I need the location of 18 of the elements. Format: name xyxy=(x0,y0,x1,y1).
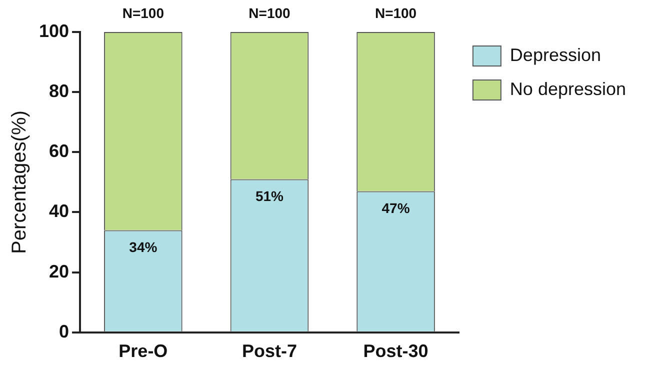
x-tick-label: Pre-O xyxy=(118,341,168,362)
y-tick-label: 60 xyxy=(49,141,70,162)
y-tick-label: 100 xyxy=(38,20,70,41)
data-label: 34% xyxy=(129,239,158,256)
annotation: N=100 xyxy=(122,4,164,21)
y-axis-title: Percentages(%) xyxy=(8,110,31,254)
legend-label: Depression xyxy=(510,44,601,65)
annotation: N=100 xyxy=(374,4,417,21)
data-label: 47% xyxy=(382,200,410,216)
y-tick-label: 20 xyxy=(49,261,70,282)
x-tick-label: Post-7 xyxy=(242,341,297,362)
legend-label: No depression xyxy=(510,78,626,99)
annotation: N=100 xyxy=(248,4,291,21)
x-tick-label: Post-30 xyxy=(363,341,428,362)
y-tick-label: 80 xyxy=(49,81,70,102)
y-tick-label: 40 xyxy=(49,201,70,222)
data-label: 51% xyxy=(255,188,284,204)
y-tick-label: 0 xyxy=(59,321,70,342)
